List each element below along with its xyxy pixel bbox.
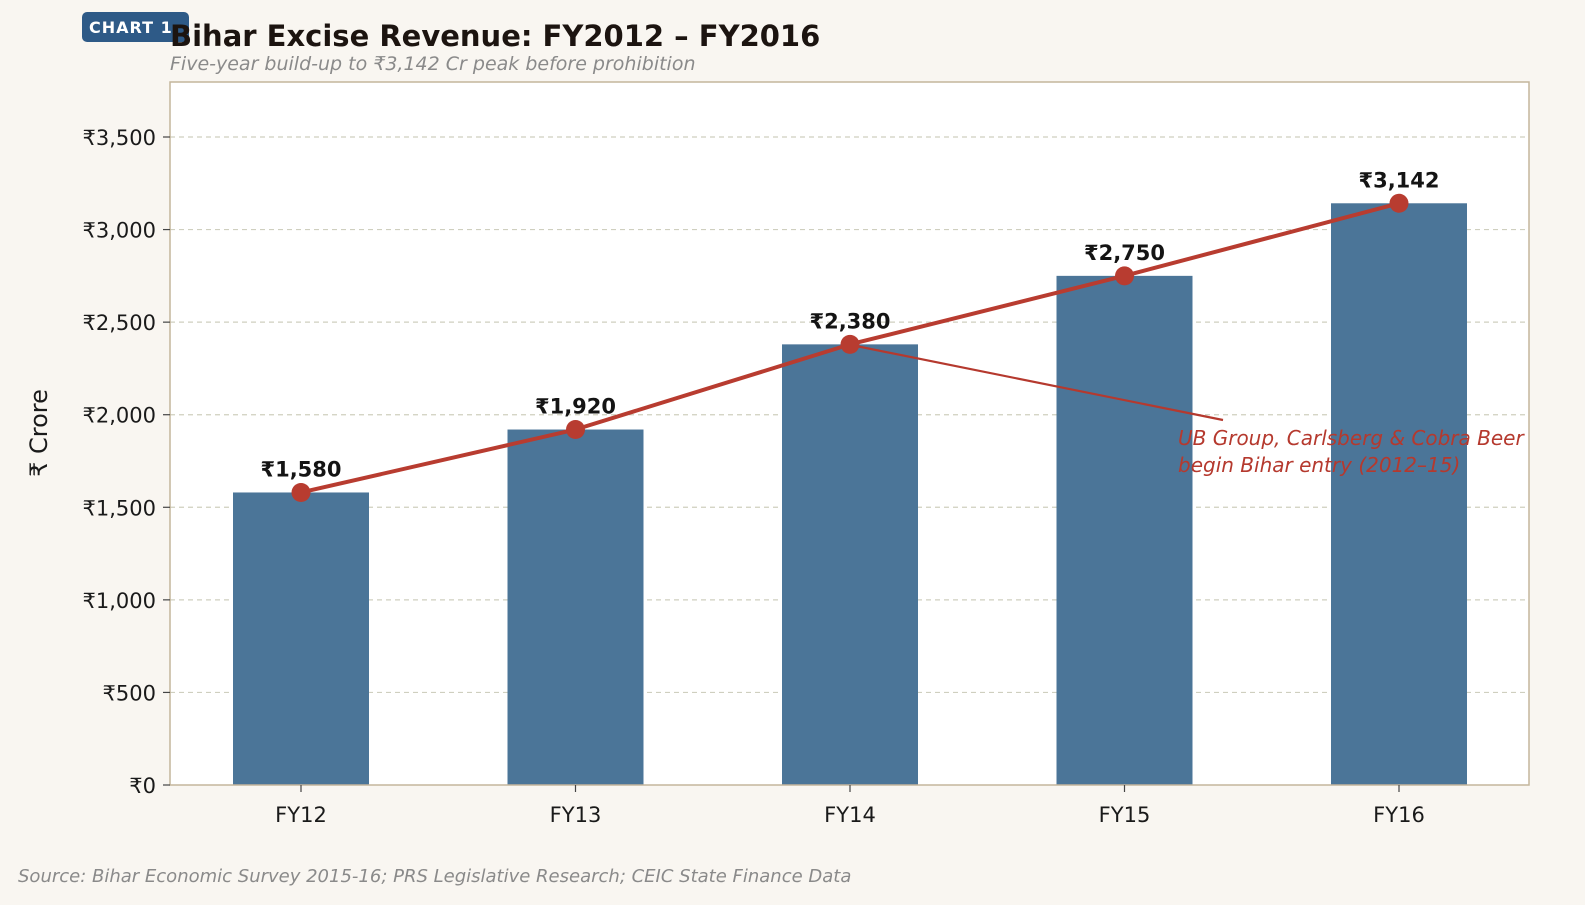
y-axis: ₹0 ₹500 ₹1,000 ₹1,500 ₹2,000 ₹2,500 ₹3,000 ₹3,5… xyxy=(83,126,170,798)
x-tick-label: FY14 xyxy=(824,803,876,827)
trend-point-fy13 xyxy=(566,420,585,440)
bar-fy16 xyxy=(1331,203,1467,786)
annotation-text-line-2: begin Bihar entry (2012–15) xyxy=(1178,453,1460,477)
chart-badge xyxy=(82,12,189,42)
y-axis-label: ₹ Crore xyxy=(25,389,53,477)
data-labels: ₹1,580 ₹1,920 ₹2,380 ₹2,750 ₹3,142 xyxy=(260,168,1439,481)
x-tick-label: FY12 xyxy=(275,803,327,827)
annotation: UB Group, Carlsberg & Cobra Beer begin B… xyxy=(857,345,1525,477)
data-label-fy16: ₹3,142 xyxy=(1358,168,1439,192)
source-note: Source: Bihar Economic Survey 2015-16; P… xyxy=(18,866,851,887)
y-tick-label: ₹3,500 xyxy=(83,126,156,150)
data-label-fy13: ₹1,920 xyxy=(535,395,616,419)
bar-fy12 xyxy=(233,492,369,785)
x-tick-label: FY13 xyxy=(550,803,602,827)
x-tick-label: FY16 xyxy=(1373,803,1425,827)
annotation-text-line-1: UB Group, Carlsberg & Cobra Beer xyxy=(1178,426,1525,450)
trend-line xyxy=(291,193,1409,502)
chart-subtitle: Five-year build-up to ₹3,142 Cr peak bef… xyxy=(170,53,696,75)
data-label-fy15: ₹2,750 xyxy=(1084,241,1165,265)
trend-point-fy12 xyxy=(291,482,311,502)
chart-title: Bihar Excise Revenue: FY2012 – FY2016 xyxy=(170,19,820,53)
y-tick-label: ₹2,500 xyxy=(83,311,156,335)
trend-point-fy15 xyxy=(1115,266,1134,286)
x-tick-label: FY15 xyxy=(1099,803,1151,827)
data-label-fy12: ₹1,580 xyxy=(260,457,341,481)
y-tick-label: ₹0 xyxy=(129,774,156,798)
x-axis: FY12 FY13 FY14 FY15 FY16 xyxy=(275,785,1425,827)
bar-fy13 xyxy=(507,429,644,785)
bars xyxy=(233,203,1467,786)
data-label-fy14: ₹2,380 xyxy=(809,309,890,333)
y-tick-label: ₹3,000 xyxy=(83,219,156,243)
trend-point-fy16 xyxy=(1389,193,1409,213)
chart-header: CHART 1 Bihar Excise Revenue: FY2012 – F… xyxy=(82,12,820,75)
y-tick-label: ₹1,500 xyxy=(83,496,156,520)
bar-fy14 xyxy=(782,344,918,785)
y-tick-label: ₹2,000 xyxy=(83,404,156,428)
chart-badge-label: CHART 1 xyxy=(89,18,173,37)
y-tick-label: ₹1,000 xyxy=(83,589,156,613)
bar-fy15 xyxy=(1056,275,1193,785)
y-tick-label: ₹500 xyxy=(103,681,156,705)
trend-point-fy14 xyxy=(840,334,860,354)
annotation-arrow xyxy=(857,345,1224,422)
